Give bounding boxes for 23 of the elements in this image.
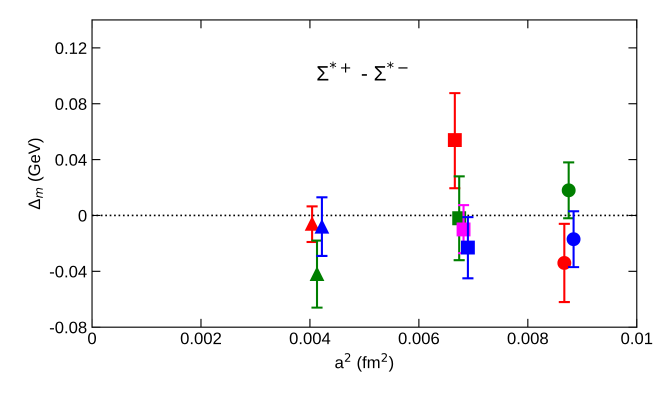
point: [460, 240, 475, 255]
y-tick-label: -0.04: [50, 266, 87, 278]
x-tick-label: 0.008: [508, 332, 548, 344]
y-tick-label: 0: [78, 210, 87, 222]
x-tick-label: 0.004: [290, 332, 330, 344]
y-tick-label: -0.08: [50, 322, 86, 334]
x-tick-label: 0.002: [180, 332, 221, 344]
point: [562, 183, 576, 198]
point: [314, 220, 329, 234]
point: [448, 133, 462, 147]
text: Σ$^{*+}$ - Σ$^{*−}$: [317, 62, 408, 80]
y-tick-label: 0.12: [55, 42, 86, 54]
point: [310, 267, 324, 282]
point: [557, 256, 572, 270]
y-tick-label: 0.04: [55, 154, 87, 166]
point: [566, 232, 581, 246]
x-axis-title: a$^{2}$ (fm$^{2}$): [335, 353, 394, 372]
x-tick-label: 0: [88, 332, 96, 344]
point: [305, 216, 320, 231]
y-axis-title: Δ$_{m}$ (GeV): [28, 138, 44, 210]
y-tick-label: 0.08: [55, 98, 86, 110]
x-tick-label: 0.006: [398, 332, 439, 344]
x-tick-label: 0.01: [621, 332, 652, 344]
